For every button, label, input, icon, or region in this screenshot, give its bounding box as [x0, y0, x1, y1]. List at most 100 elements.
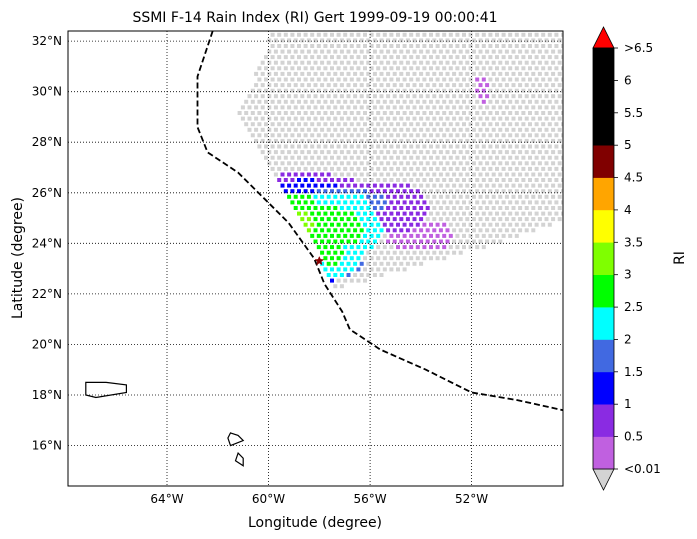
swath-point-rain [475, 88, 480, 93]
swath-point-rain [310, 222, 315, 227]
swath-point-no-rain [541, 166, 546, 171]
swath-point-no-rain [524, 60, 529, 65]
swath-point-rain [409, 233, 414, 238]
swath-point-no-rain [330, 77, 334, 82]
swath-point-no-rain [514, 66, 519, 71]
swath-point-no-rain [537, 83, 542, 88]
swath-point-rain [409, 211, 414, 216]
swath-point-no-rain [369, 111, 374, 115]
swath-point-no-rain [412, 38, 417, 43]
swath-point-no-rain [462, 233, 466, 238]
swath-point-no-rain [471, 38, 476, 43]
swath-point-no-rain [528, 99, 532, 104]
swath-point-no-rain [310, 44, 315, 48]
swath-point-no-rain [448, 66, 453, 71]
swath-point-no-rain [458, 239, 463, 244]
swath-point-rain [316, 178, 321, 182]
swath-point-no-rain [537, 116, 542, 121]
swath-point-no-rain [323, 155, 328, 160]
swath-point-no-rain [504, 228, 509, 233]
swath-point-no-rain [336, 133, 341, 138]
swath-point-no-rain [346, 127, 351, 132]
swath-point-rain [287, 172, 292, 177]
swath-point-no-rain [544, 172, 549, 177]
swath-point-no-rain [359, 138, 364, 143]
swath-point-no-rain [366, 105, 371, 110]
swath-point-no-rain [435, 189, 440, 194]
swath-point-rain [293, 194, 298, 199]
swath-point-no-rain [455, 122, 460, 127]
swath-point-rain [356, 267, 361, 272]
swath-point-no-rain [465, 228, 470, 233]
swath-point-no-rain [336, 278, 341, 283]
colorbar-segment [593, 404, 614, 437]
colorbar-tick-label: 1 [624, 397, 632, 411]
swath-point-no-rain [524, 116, 529, 121]
swath-point-no-rain [491, 138, 496, 143]
swath-point-no-rain [554, 144, 559, 149]
swath-point-rain [359, 250, 364, 255]
swath-point-no-rain [564, 128, 568, 132]
swath-point-no-rain [313, 105, 318, 110]
swath-point-no-rain [382, 166, 387, 171]
swath-point-no-rain [396, 178, 400, 182]
swath-point-rain [300, 194, 305, 199]
swath-point-no-rain [343, 111, 348, 115]
swath-point-no-rain [419, 261, 424, 266]
swath-point-no-rain [313, 60, 318, 65]
swath-point-no-rain [339, 83, 344, 88]
swath-point-no-rain [551, 161, 556, 166]
swath-point-no-rain [244, 99, 249, 104]
swath-point-rain [333, 183, 338, 188]
swath-point-rain [283, 189, 288, 194]
swath-point-no-rain [561, 200, 563, 205]
swath-point-no-rain [432, 38, 437, 43]
swath-point-no-rain [323, 166, 328, 171]
swath-point-no-rain [247, 116, 252, 121]
swath-point-no-rain [396, 144, 400, 149]
swath-point-no-rain [412, 172, 417, 177]
swath-point-no-rain [531, 105, 536, 110]
swath-point-no-rain [471, 60, 476, 65]
swath-point-no-rain [356, 32, 361, 37]
swath-point-no-rain [498, 116, 503, 121]
swath-point-no-rain [438, 49, 443, 54]
swath-point-no-rain [475, 111, 480, 115]
swath-point-rain [405, 239, 410, 244]
swath-point-rain [349, 256, 354, 261]
swath-point-no-rain [366, 161, 371, 166]
swath-point-no-rain [448, 178, 453, 182]
swath-point-no-rain [511, 60, 516, 65]
swath-point-no-rain [541, 32, 546, 37]
swath-point-no-rain [419, 127, 424, 132]
swath-point-no-rain [389, 44, 394, 48]
swath-point-no-rain [346, 105, 351, 110]
swath-point-no-rain [537, 94, 542, 99]
swath-point-no-rain [290, 122, 295, 127]
swath-point-no-rain [419, 71, 424, 76]
swath-point-rain [409, 222, 414, 227]
swath-point-rain [363, 222, 367, 227]
swath-point-rain [313, 239, 318, 244]
colorbar-segment [593, 177, 614, 211]
swath-point-no-rain [468, 32, 473, 37]
swath-point-no-rain [554, 111, 559, 115]
swath-point-no-rain [396, 44, 400, 48]
swath-point-no-rain [495, 166, 499, 171]
swath-point-no-rain [273, 38, 278, 43]
swath-point-no-rain [458, 228, 463, 233]
swath-point-no-rain [303, 99, 308, 104]
swath-point-no-rain [534, 144, 539, 149]
swath-point-rain [372, 239, 377, 244]
swath-point-no-rain [498, 71, 503, 76]
swath-point-no-rain [330, 99, 334, 104]
swath-point-no-rain [475, 245, 480, 250]
swath-point-no-rain [541, 200, 546, 205]
swath-point-no-rain [478, 206, 483, 210]
swath-point-rain [349, 178, 354, 182]
swath-point-no-rain [501, 189, 506, 194]
swath-point-rain [316, 200, 321, 205]
swath-point-no-rain [372, 261, 377, 266]
colorbar-segment [593, 371, 614, 405]
